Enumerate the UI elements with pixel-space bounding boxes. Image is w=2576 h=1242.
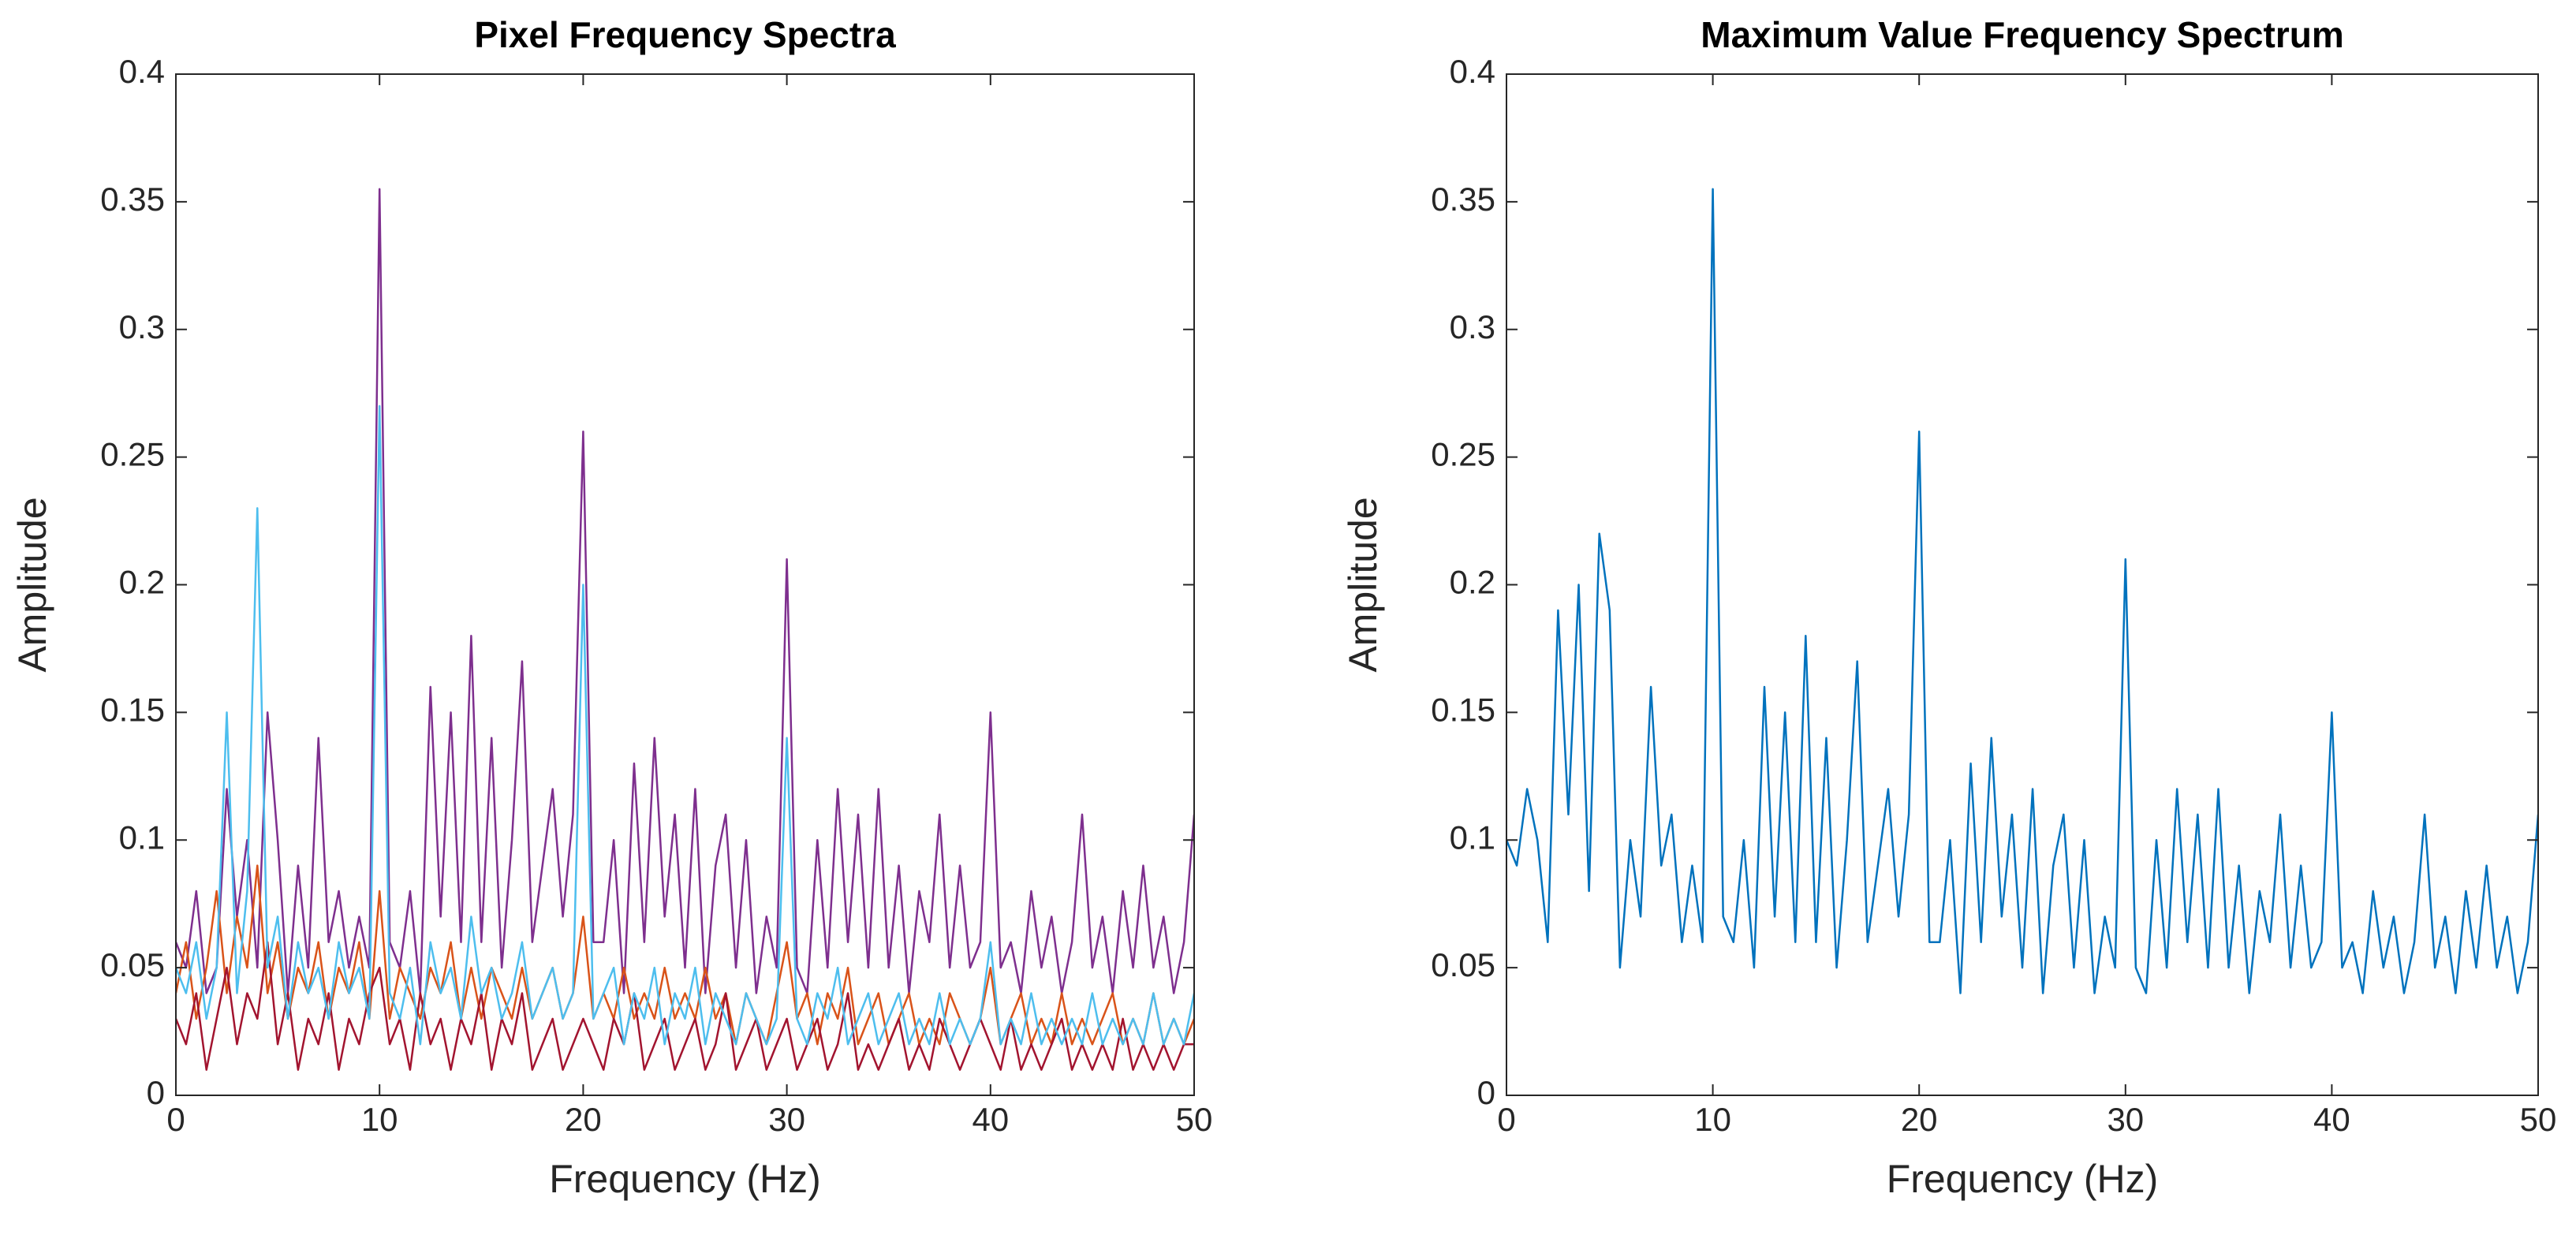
y-tick-label: 0.35	[100, 181, 165, 218]
spectrum-line	[176, 864, 1194, 1046]
plot-area	[176, 188, 1194, 1071]
y-tick-label: 0.05	[1431, 946, 1495, 983]
y-axis-label: Amplitude	[1341, 497, 1385, 672]
y-tick-label: 0.25	[100, 436, 165, 473]
spectrum-line	[1506, 188, 2538, 994]
x-tick-label: 10	[361, 1101, 398, 1138]
y-tick-label: 0.25	[1431, 436, 1495, 473]
subplot: 0 10 20 30 40 50 0 0.05 0.1 0.15 0.2 0.25 0.3 0.35 0.4…	[10, 14, 1212, 1201]
y-tick-label: 0.1	[1450, 819, 1495, 856]
x-tick-label: 50	[2520, 1101, 2557, 1138]
y-tick-label: 0.15	[1431, 691, 1495, 728]
plot-area	[1506, 188, 2538, 994]
y-tick-label: 0.3	[119, 308, 165, 345]
x-tick-label: 40	[972, 1101, 1009, 1138]
chart-title: Maximum Value Frequency Spectrum	[1701, 14, 2344, 55]
x-axis-label: Frequency (Hz)	[1887, 1157, 2159, 1201]
x-tick-label: 20	[1901, 1101, 1938, 1138]
y-tick-label: 0.35	[1431, 181, 1495, 218]
y-tick-label: 0.05	[100, 946, 165, 983]
subplot: 0 10 20 30 40 50 0 0.05 0.1 0.15 0.2 0.25 0.3 0.35 0.4…	[1341, 14, 2556, 1201]
y-tick-label: 0.4	[119, 53, 165, 90]
x-tick-label: 50	[1176, 1101, 1213, 1138]
y-tick-label: 0.4	[1450, 53, 1495, 90]
spectrum-line	[176, 188, 1194, 994]
x-tick-label: 20	[565, 1101, 602, 1138]
x-tick-label: 10	[1694, 1101, 1731, 1138]
spectrum-line	[176, 941, 1194, 1071]
x-tick-label: 40	[2313, 1101, 2350, 1138]
x-tick-label: 0	[166, 1101, 185, 1138]
x-axis-label: Frequency (Hz)	[549, 1157, 821, 1201]
x-tick-label: 30	[768, 1101, 805, 1138]
y-tick-label: 0.2	[1450, 564, 1495, 601]
x-tick-label: 0	[1497, 1101, 1515, 1138]
y-tick-label: 0	[147, 1074, 165, 1111]
y-tick-label: 0.15	[100, 691, 165, 728]
y-tick-label: 0.1	[119, 819, 165, 856]
x-tick-label: 30	[2107, 1101, 2144, 1138]
axes-box	[1506, 73, 2539, 1096]
y-axis-label: Amplitude	[10, 497, 54, 672]
spectrum-line	[176, 405, 1194, 1046]
y-tick-label: 0.2	[119, 564, 165, 601]
y-tick-label: 0.3	[1450, 308, 1495, 345]
chart-title: Pixel Frequency Spectra	[474, 14, 896, 55]
y-tick-label: 0	[1477, 1074, 1495, 1111]
